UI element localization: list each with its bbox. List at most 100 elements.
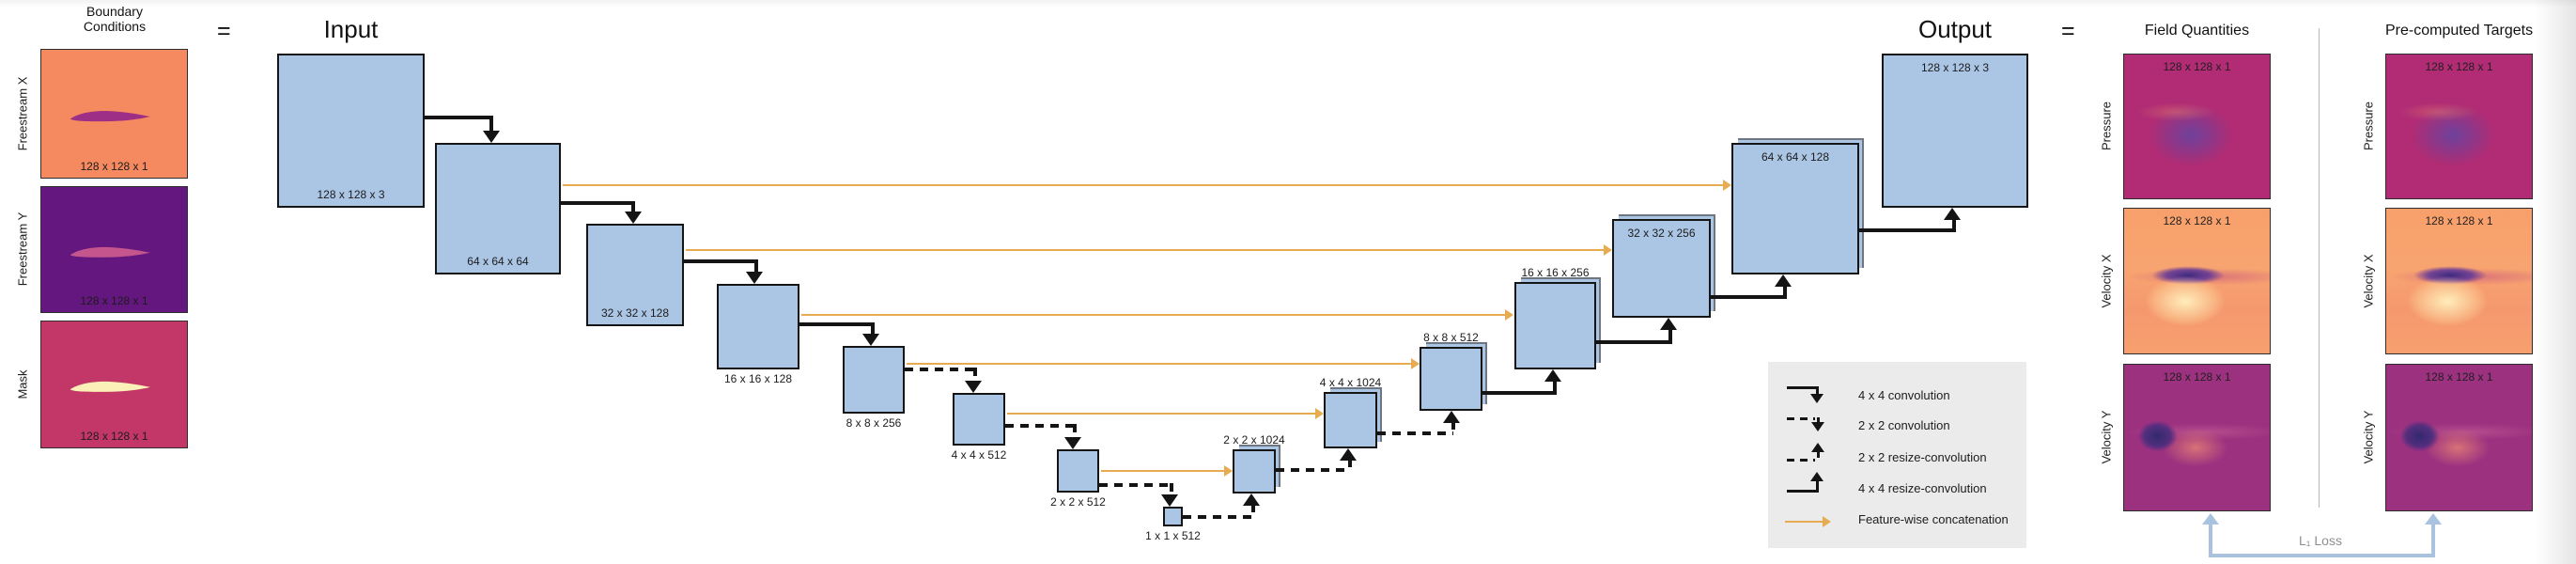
legend-item-conv4: 4 x 4 convolution [1858, 388, 1950, 402]
velocity-y-label: Velocity Y [2361, 410, 2376, 464]
unet-block-dec-16: 16 x 16 x 256 [1514, 266, 1596, 369]
legend-conv2-icon [1817, 417, 1820, 422]
block-caption: 1 x 1 x 512 [1145, 529, 1201, 542]
freestream-y-caption: 128 x 128 x 1 [80, 294, 148, 307]
arrowhead-down-icon [1810, 394, 1823, 403]
loss-bracket [2209, 524, 2212, 557]
skip-arrowhead-icon [1505, 309, 1513, 321]
block-caption: 128 x 128 x 3 [1920, 61, 1990, 74]
conv2-arrow [905, 368, 975, 371]
block-caption: 64 x 64 x 64 [467, 255, 529, 268]
conv4-arrow [799, 322, 875, 326]
resize4-arrow [1553, 380, 1557, 393]
field-velocity-y-image: 128 x 128 x 1 [2123, 364, 2271, 511]
airfoil-shape-icon [70, 381, 151, 392]
skip-connection-2 [1101, 470, 1224, 472]
unet-block-dec-4: 4 x 4 x 1024 [1320, 376, 1381, 448]
top-edge-shading [0, 0, 2576, 8]
legend-concat-icon [1785, 521, 1823, 523]
column-divider [2319, 28, 2320, 508]
conv2-arrow [1170, 483, 1173, 494]
arrowhead-up-icon [1811, 443, 1824, 452]
resize2-arrow [1377, 431, 1453, 435]
image-caption: 128 x 128 x 1 [2163, 60, 2231, 73]
block-caption: 32 x 32 x 128 [600, 306, 670, 320]
block-caption: 2 x 2 x 1024 [1223, 433, 1285, 446]
resize2-arrow [1451, 421, 1455, 433]
conv4-arrow [754, 259, 758, 272]
precomputed-targets-title: Pre-computed Targets [2385, 23, 2534, 39]
skip-connection-64 [563, 184, 1723, 186]
unet-block-enc-2: 2 x 2 x 512 [1050, 449, 1106, 509]
legend-conv2-icon [1787, 417, 1815, 420]
freestream-y-image: 128 x 128 x 1 [40, 186, 188, 313]
resize2-arrow [1276, 468, 1350, 472]
skip-arrowhead-icon [1315, 408, 1324, 419]
conv4-arrow [684, 259, 758, 263]
field-velocity-x-image: 128 x 128 x 1 [2123, 208, 2271, 354]
resize2-arrow [1183, 515, 1253, 519]
right-edge-shading [2535, 0, 2576, 564]
loss-bracket [2431, 524, 2435, 557]
skip-connection-8 [907, 363, 1411, 365]
equals-sign-left: = [217, 18, 231, 44]
arrowhead-up-icon [1243, 494, 1260, 506]
boundary-conditions-title: Boundary Conditions [40, 4, 189, 34]
unet-block-enc-16: 16 x 16 x 128 [717, 284, 799, 385]
legend-item-conv2: 2 x 2 convolution [1858, 418, 1950, 432]
arrowhead-up-icon [1660, 318, 1677, 330]
skip-arrowhead-icon [1411, 358, 1420, 369]
block-caption: 128 x 128 x 3 [317, 188, 385, 201]
unet-block-dec-8: 8 x 8 x 512 [1420, 331, 1482, 411]
arrowhead-up-icon [1544, 369, 1561, 382]
unet-block-enc-32: 32 x 32 x 128 [586, 224, 684, 326]
mask-image: 128 x 128 x 1 [40, 321, 188, 448]
boundary-title-line2: Conditions [83, 19, 147, 34]
resize4-arrow [1783, 285, 1787, 297]
arrowhead-down-icon [625, 212, 642, 224]
block-caption: 64 x 64 x 128 [1761, 150, 1830, 164]
legend-resize4-icon [1787, 490, 1819, 493]
block-caption: 8 x 8 x 256 [846, 416, 902, 430]
loss-arrowhead-up-icon [2425, 513, 2442, 525]
l1-loss-label: L₁ Loss [2299, 533, 2342, 548]
boundary-title-line1: Boundary [86, 4, 143, 19]
field-quantities-title: Field Quantities [2144, 23, 2250, 39]
block-caption: 4 x 4 x 512 [951, 448, 1007, 462]
unet-block-input: 128 x 128 x 3 [277, 54, 425, 208]
skip-arrowhead-icon [1723, 180, 1731, 191]
conv4-arrow [561, 201, 635, 205]
image-caption: 128 x 128 x 1 [2163, 370, 2231, 384]
legend-resize4-icon [1816, 481, 1819, 490]
arrowhead-down-icon [1161, 494, 1178, 507]
block-caption: 4 x 4 x 1024 [1319, 376, 1382, 389]
resize4-arrow [1596, 340, 1672, 344]
skip-arrowhead-icon [1823, 516, 1831, 527]
unet-block-enc-8: 8 x 8 x 256 [843, 346, 905, 430]
block-caption: 8 x 8 x 512 [1423, 331, 1479, 344]
conv4-arrow [489, 116, 493, 131]
target-velocity-x-image: 128 x 128 x 1 [2385, 208, 2533, 354]
target-velocity-y-image: 128 x 128 x 1 [2385, 364, 2533, 511]
skip-connection-4 [1007, 413, 1315, 415]
unet-block-dec-32: 32 x 32 x 256 [1612, 219, 1711, 318]
loss-arrowhead-up-icon [2202, 513, 2219, 525]
resize4-arrow [1711, 295, 1787, 299]
unet-block-dec-2: 2 x 2 x 1024 [1223, 433, 1285, 494]
resize4-arrow [1952, 218, 1956, 230]
arrowhead-down-icon [862, 334, 879, 346]
conv4-arrow [631, 201, 635, 212]
conv2-arrow [1073, 424, 1077, 437]
velocity-y-label: Velocity Y [2099, 410, 2114, 464]
arrowhead-up-icon [1944, 208, 1961, 220]
airfoil-shape-icon [70, 246, 151, 258]
image-caption: 128 x 128 x 1 [2425, 214, 2493, 227]
block-caption: 32 x 32 x 256 [1627, 227, 1696, 240]
velocity-x-label: Velocity X [2099, 254, 2114, 308]
arrowhead-down-icon [1811, 422, 1824, 431]
conv2-arrow [973, 368, 977, 381]
block-caption: 16 x 16 x 256 [1521, 266, 1590, 279]
loss-bracket [2209, 554, 2435, 557]
velocity-x-label: Velocity X [2361, 254, 2376, 308]
